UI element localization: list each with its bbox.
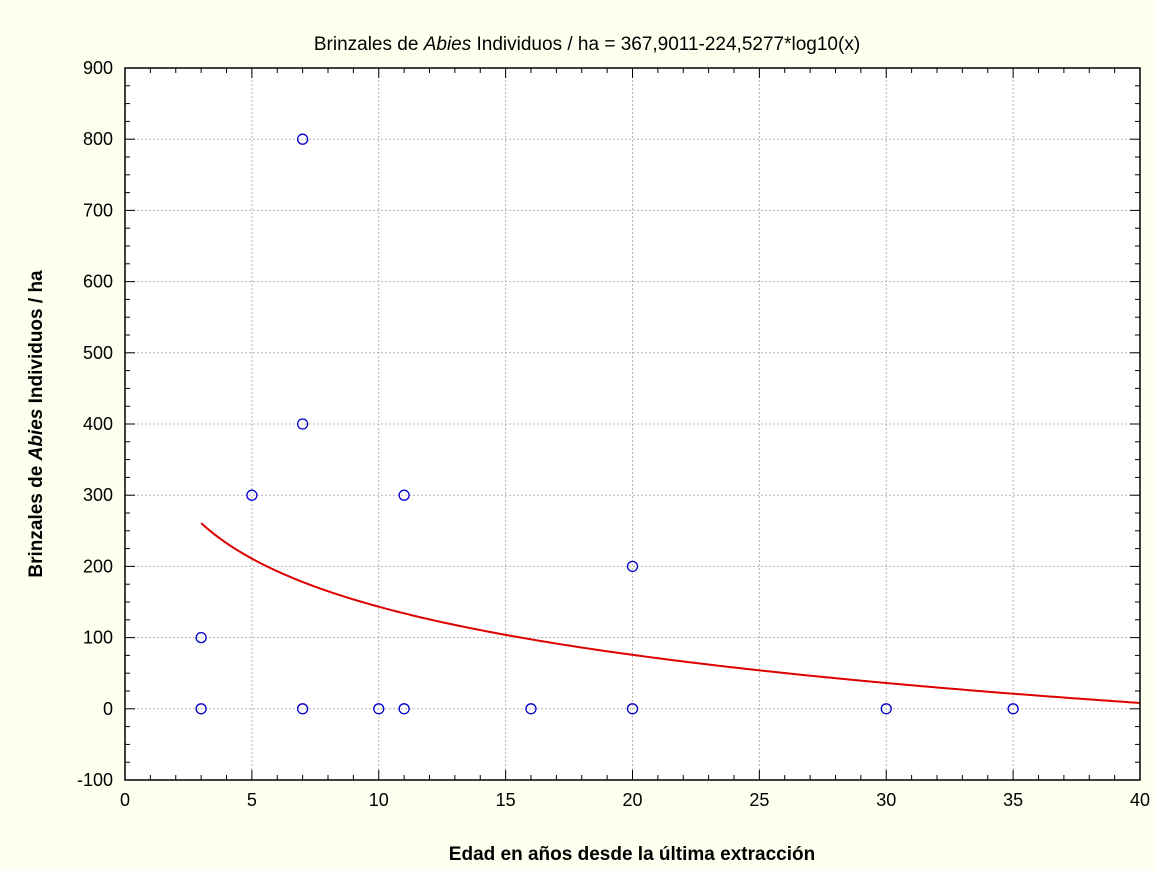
x-tick-label: 25 (749, 790, 769, 810)
x-tick-label: 40 (1130, 790, 1150, 810)
y-axis-label-pre: Brinzales de (26, 460, 47, 577)
data-point (296, 703, 309, 715)
gridlines (125, 68, 1140, 780)
x-tick-label: 20 (622, 790, 642, 810)
chart-title-italic: Abies (423, 34, 472, 55)
x-tick-label: 35 (1003, 790, 1023, 810)
y-tick-label: 700 (83, 200, 113, 220)
x-tick-label: 0 (120, 790, 130, 810)
data-point (626, 560, 639, 573)
x-axis-label: Edad en años desde la última extracción (449, 844, 815, 865)
y-axis-label-post: Individuos / ha (26, 270, 47, 409)
data-point (1007, 703, 1019, 715)
y-tick-labels: -100 0 100 200 300 400 500 600 700 800 900 (77, 58, 113, 790)
y-tick-label: -100 (77, 770, 113, 790)
axis-ticks (124, 67, 1141, 781)
data-point (373, 703, 385, 715)
x-tick-label: 5 (247, 790, 257, 810)
y-tick-label: 900 (83, 58, 113, 78)
fit-curve (200, 522, 1141, 704)
y-tick-label: 0 (103, 699, 113, 719)
y-axis-label-italic: Abies (26, 409, 47, 462)
y-tick-label: 400 (83, 414, 113, 434)
data-point (296, 133, 309, 145)
chart-title-post: Individuos / ha = 367,9011-224,5277*log1… (471, 34, 860, 55)
y-axis-label: Brinzales de Abies Individuos / ha (26, 270, 47, 578)
chart-title-pre: Brinzales de (314, 34, 424, 55)
data-point (296, 418, 309, 430)
x-tick-labels: 0 5 10 15 20 25 30 35 40 (120, 790, 1150, 810)
y-tick-label: 200 (83, 556, 113, 576)
data-points (195, 133, 1019, 715)
y-tick-label: 500 (83, 343, 113, 363)
y-tick-label: 100 (83, 628, 113, 648)
data-point (626, 703, 639, 715)
data-point (195, 703, 207, 715)
x-tick-label: 15 (496, 790, 516, 810)
data-point (246, 489, 258, 501)
data-point (880, 703, 892, 715)
y-tick-label: 800 (83, 129, 113, 149)
data-point (195, 631, 207, 644)
data-point (398, 703, 410, 715)
x-tick-label: 30 (876, 790, 896, 810)
data-point (398, 489, 410, 501)
data-point (525, 703, 537, 715)
chart-title: Brinzales de Abies Individuos / ha = 367… (314, 34, 860, 55)
y-tick-label: 600 (83, 272, 113, 292)
y-tick-label: 300 (83, 485, 113, 505)
fit-curve-group (200, 522, 1141, 704)
x-tick-label: 10 (369, 790, 389, 810)
